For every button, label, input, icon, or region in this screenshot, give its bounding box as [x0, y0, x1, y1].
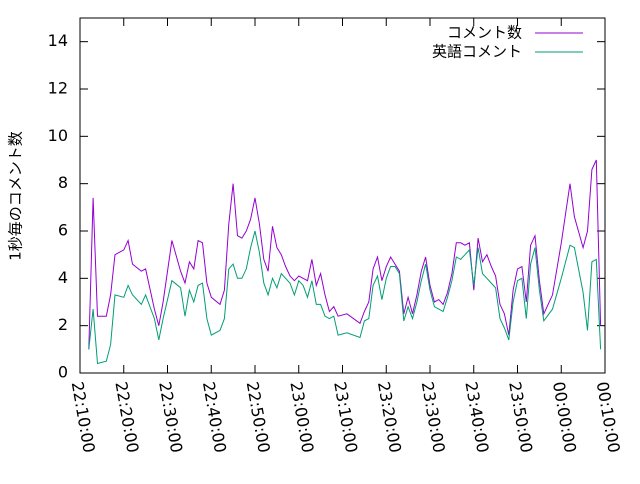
x-tick-label: 22:30:00: [155, 380, 186, 454]
plot-frame: [79, 17, 606, 374]
y-tick-label: 6: [58, 221, 68, 240]
series-line: [88, 159, 602, 350]
y-tick-label: 10: [48, 126, 68, 145]
y-tick-label: 14: [48, 31, 68, 50]
x-tick-label: 22:20:00: [111, 380, 142, 454]
x-tick-label: 00:10:00: [593, 380, 624, 454]
legend-label: コメント数: [447, 24, 522, 42]
x-tick-label: 00:00:00: [549, 380, 580, 454]
y-tick-label: 4: [58, 268, 68, 287]
x-tick-label: 22:10:00: [68, 380, 99, 454]
x-tick-label: 23:00:00: [286, 380, 317, 454]
y-axis-label: 1秒毎のコメント数: [7, 131, 25, 261]
x-tick-label: 23:20:00: [374, 380, 405, 454]
y-tick-label: 8: [58, 173, 68, 192]
x-tick-label: 23:40:00: [461, 380, 492, 454]
y-tick-label: 12: [48, 79, 68, 98]
y-tick-label: 0: [58, 363, 68, 382]
y-tick-label: 2: [58, 315, 68, 334]
x-tick-label: 23:10:00: [330, 380, 361, 454]
series-line: [88, 230, 602, 365]
x-tick-label: 23:30:00: [418, 380, 449, 454]
x-tick-label: 22:40:00: [199, 380, 230, 454]
x-tick-label: 23:50:00: [505, 380, 536, 454]
legend-label: 英語コメント: [432, 43, 522, 61]
x-tick-label: 22:50:00: [243, 380, 274, 454]
